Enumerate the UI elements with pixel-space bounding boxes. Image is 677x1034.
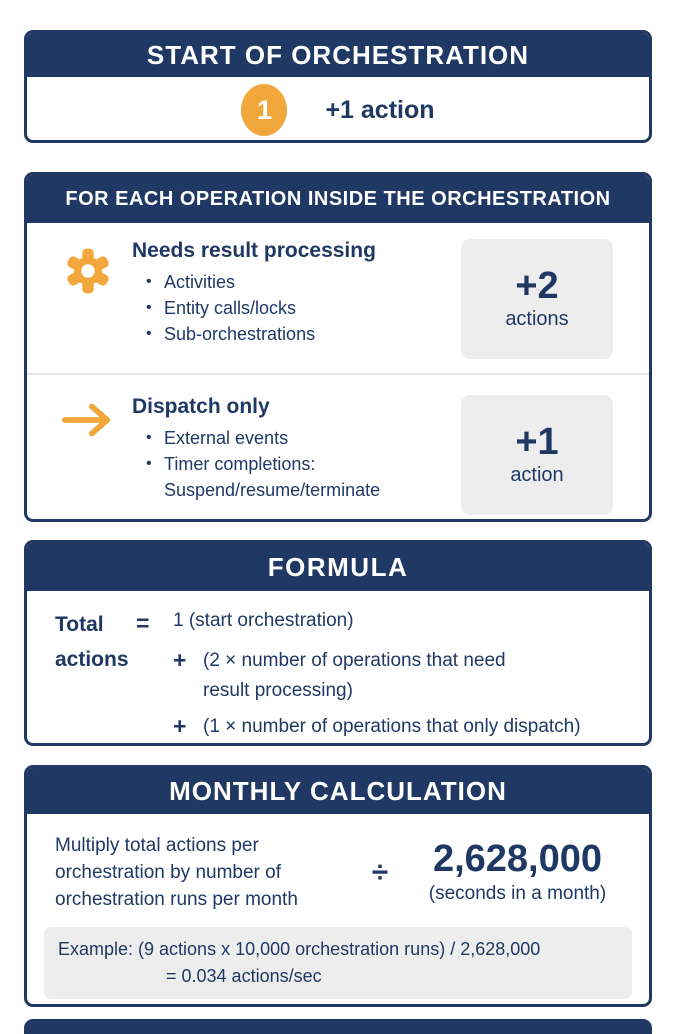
formula-lhs: Total actions [55, 607, 136, 743]
bullet-external-events: External events [146, 425, 461, 451]
badge-value: +1 [515, 421, 559, 463]
formula-term2-text: (2 × number of operations that need resu… [203, 646, 506, 706]
monthly-instruction: Multiply total actions per orchestration… [55, 832, 350, 913]
divide-sign: ÷ [371, 855, 389, 889]
bullet-sub-orchestrations: Sub-orchestrations [146, 321, 461, 347]
monthly-instruction-line1: Multiply total actions per [55, 835, 259, 856]
result-processing-content: Needs result processing Activities Entit… [132, 239, 461, 361]
plus-two-actions-badge: +2 actions [461, 239, 613, 359]
formula-term3-text: (1 × number of operations that only disp… [203, 716, 581, 737]
monthly-calculation-card: MONTHLY CALCULATION Multiply total actio… [24, 765, 652, 1007]
formula-term2: + (2 × number of operations that need re… [173, 646, 629, 706]
start-card-header: START OF ORCHESTRATION [27, 33, 649, 77]
arrow-right-icon [62, 395, 114, 508]
seconds-in-month: 2,628,000 (seconds in a month) [410, 838, 625, 908]
timer-completions-detail: Suspend/resume/terminate [164, 480, 381, 500]
plus-sign: + [173, 647, 187, 673]
start-of-orchestration-card: START OF ORCHESTRATION 1 +1 action [24, 30, 652, 143]
formula-rhs: 1 (start orchestration) + (2 × number of… [173, 607, 629, 743]
gear-icon [62, 239, 114, 361]
formula-card-header: FORMULA [27, 543, 649, 591]
step-number: 1 [256, 94, 272, 125]
result-processing-row: Needs result processing Activities Entit… [27, 223, 649, 373]
plus-one-action-badge: +1 action [461, 395, 613, 515]
seconds-caption: (seconds in a month) [428, 882, 607, 904]
example-line1: Example: (9 actions x 10,000 orchestrati… [58, 939, 541, 959]
formula-card: FORMULA Total actions = 1 (start orchest… [24, 540, 652, 746]
result-processing-title: Needs result processing [132, 239, 376, 262]
bullet-activities: Activities [146, 269, 461, 295]
bullet-entity-calls: Entity calls/locks [146, 295, 461, 321]
formula-term2-line1: (2 × number of operations that need [203, 650, 506, 671]
formula-body: Total actions = 1 (start orchestration) … [27, 591, 649, 743]
start-action-label: +1 action [325, 95, 435, 124]
equals-sign: = [136, 610, 150, 636]
monthly-card-title: MONTHLY CALCULATION [169, 775, 507, 806]
step-number-badge: 1 [241, 84, 288, 136]
bullet-timer-completions: Timer completions: [146, 451, 461, 477]
monthly-calculation-row: Multiply total actions per orchestration… [27, 814, 649, 913]
formula-term1: 1 (start orchestration) [173, 610, 354, 631]
badge-value: +2 [515, 265, 559, 307]
dispatch-only-row: Dispatch only External events Timer comp… [27, 373, 649, 519]
dispatch-only-title: Dispatch only [132, 395, 270, 418]
formula-term2-line2: result processing) [203, 680, 353, 701]
seconds-value: 2,628,000 [432, 837, 603, 880]
start-card-title: START OF ORCHESTRATION [146, 39, 530, 70]
example-line2: = 0.034 actions/sec [166, 966, 322, 986]
formula-lhs-line1: Total [55, 613, 104, 636]
monthly-card-header: MONTHLY CALCULATION [27, 768, 649, 814]
operations-card-header: FOR EACH OPERATION INSIDE THE ORCHESTRAT… [27, 175, 649, 223]
badge-unit: action [510, 464, 564, 486]
start-card-body: 1 +1 action [27, 77, 649, 140]
result-processing-bullets: Activities Entity calls/locks Sub-orches… [132, 269, 461, 347]
dispatch-only-bullets: External events Timer completions: [132, 425, 461, 477]
monthly-instruction-line2: orchestration by number of [55, 862, 282, 883]
plus-sign: + [173, 713, 187, 739]
formula-card-title: FORMULA [267, 551, 409, 582]
operations-card: FOR EACH OPERATION INSIDE THE ORCHESTRAT… [24, 172, 652, 522]
example-box: Example: (9 actions x 10,000 orchestrati… [44, 927, 632, 999]
badge-unit: actions [505, 308, 569, 330]
next-section-header-cut [24, 1019, 652, 1034]
monthly-instruction-line3: orchestration runs per month [55, 889, 298, 910]
formula-lhs-line2: actions [55, 648, 129, 671]
operations-card-title: FOR EACH OPERATION INSIDE THE ORCHESTRAT… [65, 187, 611, 210]
dispatch-only-content: Dispatch only External events Timer comp… [132, 395, 461, 508]
formula-term3: + (1 × number of operations that only di… [173, 712, 629, 742]
